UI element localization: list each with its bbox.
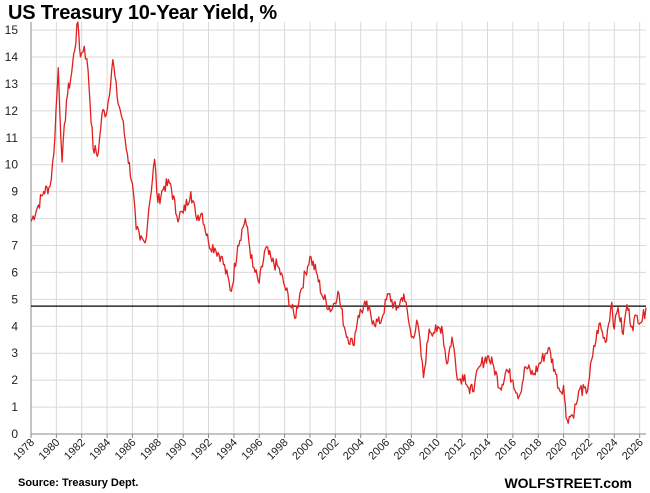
y-tick-label: 0 — [11, 427, 18, 441]
x-tick-label: 2004 — [341, 437, 367, 463]
y-tick-label: 13 — [5, 77, 19, 91]
x-tick-label: 2000 — [290, 437, 316, 463]
y-tick-label: 9 — [11, 185, 18, 199]
axes — [30, 22, 646, 438]
x-tick-label: 1982 — [62, 437, 88, 463]
series-layer — [30, 21, 647, 424]
y-tick-label: 15 — [5, 23, 19, 37]
x-tick-label: 1986 — [113, 437, 139, 463]
x-tick-label: 2020 — [544, 437, 570, 463]
y-tick-label: 11 — [6, 131, 19, 145]
y-tick-label: 4 — [11, 319, 18, 333]
x-tick-label: 1996 — [240, 437, 266, 463]
y-tick-label: 7 — [11, 239, 18, 253]
y-tick-label: 1 — [11, 400, 18, 414]
x-tick-label: 2014 — [468, 437, 494, 463]
x-tick-label: 2012 — [442, 437, 468, 463]
x-tick-label: 2024 — [595, 437, 621, 463]
x-tick-label: 2026 — [620, 437, 646, 463]
x-tick-label: 1984 — [87, 437, 113, 463]
y-tick-label: 2 — [11, 373, 18, 387]
x-tick-label: 2008 — [392, 437, 418, 463]
x-tick-labels: 1978 1980 1982 1984 1986 1988 1990 1992 1994 1996… — [11, 437, 645, 463]
x-tick-label: 2018 — [519, 437, 545, 463]
gridlines — [30, 22, 646, 434]
y-tick-label: 8 — [11, 212, 18, 226]
x-tick-label: 1994 — [214, 437, 240, 463]
y-tick-label: 10 — [5, 158, 19, 172]
x-tick-label: 2016 — [493, 437, 519, 463]
chart-title: US Treasury 10-Year Yield, % — [8, 2, 277, 24]
y-tick-label: 12 — [5, 104, 19, 118]
x-tick-label: 1990 — [163, 437, 189, 463]
x-tick-label: 1992 — [189, 437, 215, 463]
y-tick-label: 6 — [11, 265, 18, 279]
yield-series-line — [30, 21, 647, 424]
y-tick-label: 14 — [5, 50, 19, 64]
y-tick-label: 5 — [11, 292, 18, 306]
x-tick-label: 2006 — [366, 437, 392, 463]
brand-label: WOLFSTREET.com — [504, 475, 632, 491]
x-tick-label: 2010 — [417, 437, 443, 463]
x-tick-label: 2002 — [316, 437, 342, 463]
x-tick-label: 1988 — [138, 437, 164, 463]
x-tick-label: 1980 — [37, 437, 63, 463]
x-tick-label: 1998 — [265, 437, 291, 463]
x-tick-label: 2022 — [569, 437, 595, 463]
y-tick-label: 3 — [11, 346, 18, 360]
source-note: Source: Treasury Dept. — [18, 477, 139, 489]
